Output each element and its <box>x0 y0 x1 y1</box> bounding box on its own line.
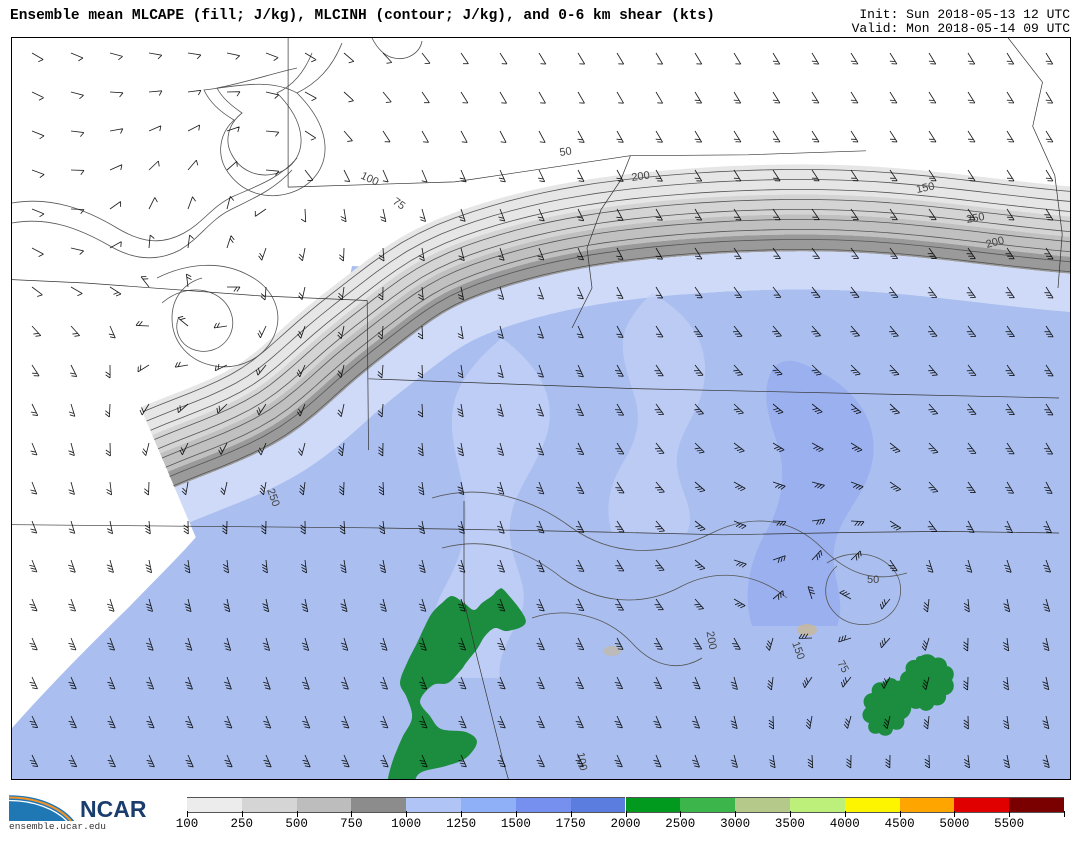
svg-text:50: 50 <box>867 574 879 586</box>
svg-text:50: 50 <box>559 145 573 159</box>
svg-text:NCAR: NCAR <box>80 796 147 822</box>
svg-text:ensemble.ucar.edu: ensemble.ucar.edu <box>9 821 106 831</box>
